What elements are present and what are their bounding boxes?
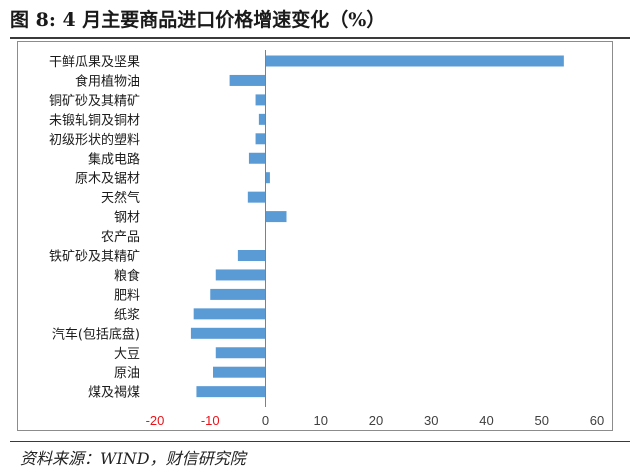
- bar-group: [190, 55, 564, 398]
- x-tick-label: 50: [535, 413, 549, 428]
- bar-初级形状的塑料: [255, 133, 266, 145]
- category-label: 铜矿砂及其精矿: [49, 94, 140, 109]
- x-tick-label: 0: [262, 413, 269, 428]
- bar-集成电路: [248, 152, 266, 164]
- figure-title: 图 8: 4 月主要商品进口价格增速变化（%）: [10, 9, 386, 31]
- category-label: 初级形状的塑料: [49, 132, 140, 148]
- bar-铁矿砂及其精矿: [237, 250, 266, 261]
- x-tick-label: 40: [479, 413, 493, 428]
- category-labels: 干鲜瓜果及坚果食用植物油铜矿砂及其精矿未锻轧铜及铜材初级形状的塑料集成电路原木及…: [49, 55, 140, 401]
- bar-原木及锯材: [265, 172, 270, 184]
- category-label: 原油: [114, 366, 140, 381]
- bar-天然气: [247, 191, 266, 203]
- category-label: 原木及锯材: [75, 172, 140, 187]
- category-label: 煤及褐煤: [88, 386, 140, 401]
- bar-未锻轧铜及铜材: [258, 113, 266, 125]
- bar-食用植物油: [229, 74, 266, 86]
- category-label: 食用植物油: [75, 73, 140, 89]
- bar-纸浆: [193, 308, 266, 320]
- category-label: 肥料: [114, 288, 140, 303]
- x-tick-label: 30: [424, 413, 438, 428]
- bar-粮食: [215, 269, 266, 281]
- category-label: 纸浆: [114, 308, 140, 323]
- bar-煤及褐煤: [196, 386, 266, 398]
- category-label: 集成电路: [88, 151, 140, 167]
- source-note: 资料来源：WIND，财信研究院: [20, 449, 246, 468]
- category-label: 天然气: [101, 190, 140, 206]
- category-label: 铁矿砂及其精矿: [49, 250, 140, 265]
- bar-汽车(包括底盘): [190, 327, 266, 339]
- category-label: 汽车(包括底盘): [52, 326, 140, 342]
- bar-钢材: [265, 211, 287, 223]
- x-tick-label: 20: [369, 413, 383, 428]
- bar-大豆: [215, 347, 266, 359]
- category-label: 农产品: [101, 230, 140, 245]
- footer-rule: [10, 441, 630, 442]
- category-label: 干鲜瓜果及坚果: [49, 55, 140, 70]
- x-tick-label: 60: [590, 413, 604, 428]
- bar-铜矿砂及其精矿: [255, 94, 266, 106]
- title-rule: [10, 37, 630, 39]
- category-label: 粮食: [114, 268, 140, 284]
- x-tick-labels: -20 -10 0 10 20 30 40 50 60: [146, 413, 605, 428]
- x-tick-label: -20: [146, 413, 165, 428]
- bar-肥料: [210, 288, 266, 300]
- chart-frame: [17, 41, 613, 431]
- bar-干鲜瓜果及坚果: [265, 55, 564, 67]
- category-label: 未锻轧铜及铜材: [49, 113, 140, 128]
- x-tick-label: 10: [314, 413, 328, 428]
- x-tick-label: -10: [201, 413, 220, 428]
- category-label: 大豆: [114, 347, 140, 362]
- bar-原油: [213, 366, 266, 378]
- category-label: 钢材: [114, 211, 140, 226]
